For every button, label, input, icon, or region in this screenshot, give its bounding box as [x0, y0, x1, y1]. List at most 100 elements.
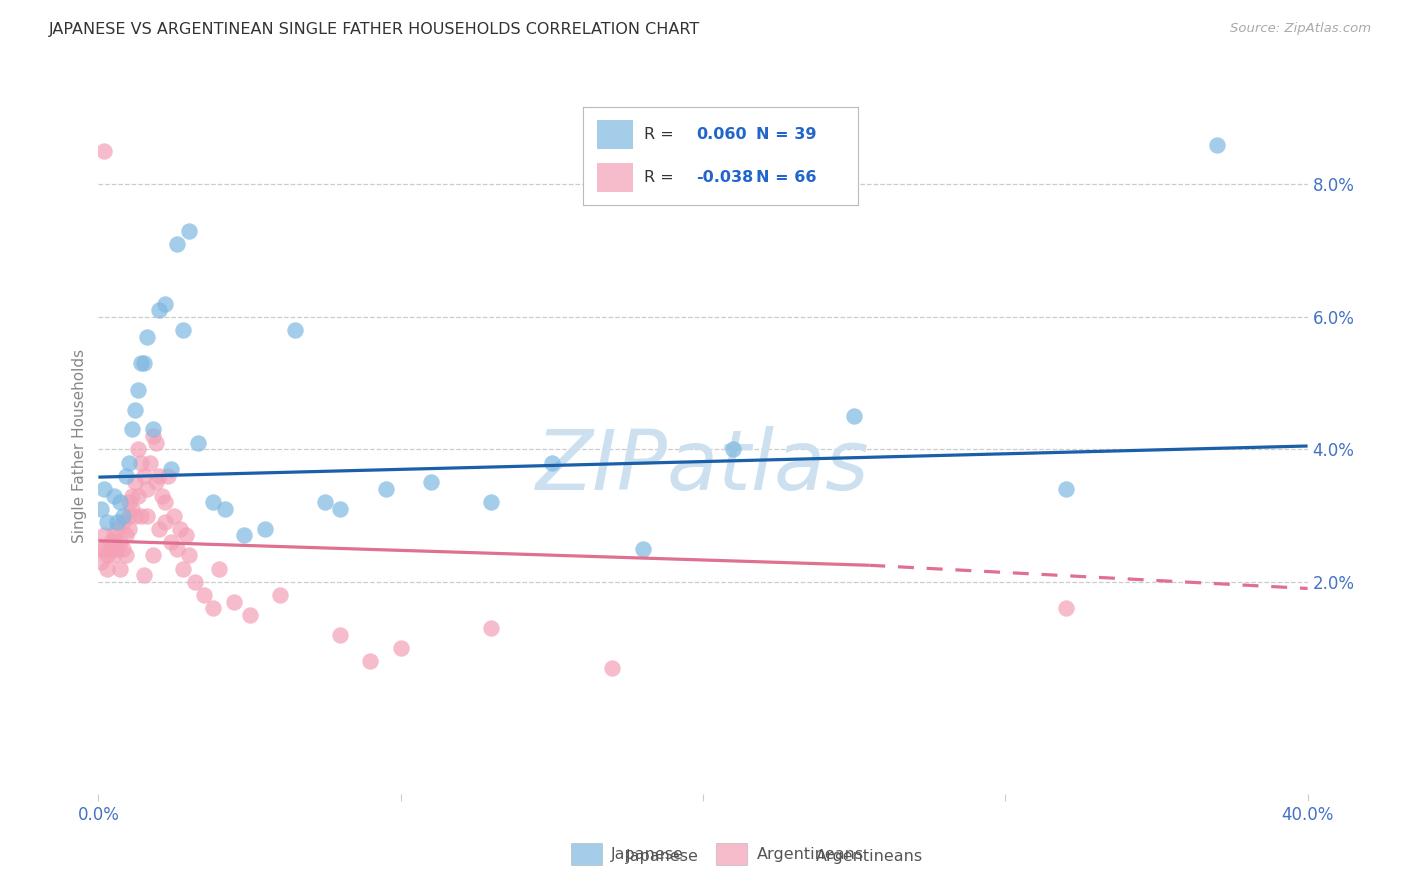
Point [111, 508, 134, 523]
Point [224, 595, 246, 609]
Text: Japanese: Japanese [612, 847, 683, 862]
Point [111, 541, 134, 556]
Text: Argentineans: Argentineans [815, 849, 922, 863]
Bar [598, 120, 633, 149]
Point [129, 356, 152, 370]
Point [108, 495, 131, 509]
Point [602, 661, 624, 675]
Bar [571, 843, 602, 865]
Point [103, 489, 125, 503]
Point [160, 462, 183, 476]
Y-axis label: Single Father Households: Single Father Households [72, 349, 87, 543]
Point [124, 402, 146, 417]
Text: -0.038: -0.038 [696, 170, 754, 186]
Point [540, 456, 562, 470]
Point [118, 508, 141, 523]
Point [93, 482, 115, 496]
Point [193, 588, 215, 602]
Point [114, 528, 136, 542]
Point [103, 535, 125, 549]
Point [153, 515, 176, 529]
Point [93, 541, 115, 556]
Point [129, 456, 152, 470]
Point [148, 522, 170, 536]
Point [1206, 137, 1229, 152]
Point [389, 641, 412, 656]
Point [127, 489, 149, 503]
Point [100, 535, 122, 549]
Point [142, 549, 165, 563]
Point [127, 442, 149, 457]
Point [129, 508, 152, 523]
Text: ZIPatlas: ZIPatlas [536, 426, 870, 508]
Point [232, 528, 254, 542]
Point [103, 528, 125, 542]
Point [103, 549, 125, 563]
Text: N = 39: N = 39 [756, 127, 817, 142]
Point [177, 224, 201, 238]
Point [419, 475, 441, 490]
Point [166, 541, 188, 556]
Point [121, 422, 143, 436]
Point [121, 489, 143, 503]
Point [96, 549, 118, 563]
Point [111, 515, 134, 529]
Point [132, 356, 155, 370]
Point [108, 535, 131, 549]
Point [114, 549, 136, 563]
Point [93, 144, 115, 158]
Point [153, 296, 176, 310]
Point [148, 303, 170, 318]
Point [148, 468, 170, 483]
Text: Source: ZipAtlas.com: Source: ZipAtlas.com [1230, 22, 1371, 36]
Point [187, 435, 209, 450]
Point [96, 561, 118, 575]
Point [208, 561, 231, 575]
Point [124, 508, 146, 523]
Point [105, 541, 128, 556]
Point [160, 535, 183, 549]
Point [202, 601, 225, 615]
Text: Argentineans: Argentineans [756, 847, 863, 862]
Bar [716, 843, 747, 865]
Point [127, 383, 149, 397]
Point [118, 495, 141, 509]
Point [90, 555, 112, 569]
Point [721, 442, 744, 457]
Point [124, 475, 146, 490]
Point [118, 522, 141, 536]
Point [184, 574, 207, 589]
Point [135, 329, 157, 343]
Point [96, 515, 118, 529]
Point [481, 621, 503, 635]
Point [1054, 601, 1077, 615]
Point [329, 502, 352, 516]
Point [145, 475, 167, 490]
Point [177, 549, 201, 563]
Text: Japanese: Japanese [626, 849, 699, 863]
Point [132, 468, 155, 483]
Point [90, 541, 112, 556]
Point [844, 409, 866, 424]
Point [90, 502, 112, 516]
Point [202, 495, 225, 509]
Point [166, 236, 188, 251]
Point [172, 561, 194, 575]
Point [314, 495, 336, 509]
Point [174, 528, 197, 542]
Point [100, 541, 122, 556]
Point [214, 502, 236, 516]
Point [105, 522, 128, 536]
Point [172, 323, 194, 337]
Point [121, 502, 143, 516]
Text: R =: R = [644, 170, 673, 186]
Point [139, 456, 162, 470]
Point [1054, 482, 1077, 496]
Text: N = 66: N = 66 [756, 170, 817, 186]
Point [142, 429, 165, 443]
Point [169, 522, 191, 536]
Point [145, 435, 167, 450]
Point [150, 489, 173, 503]
Point [135, 508, 157, 523]
Point [153, 495, 176, 509]
